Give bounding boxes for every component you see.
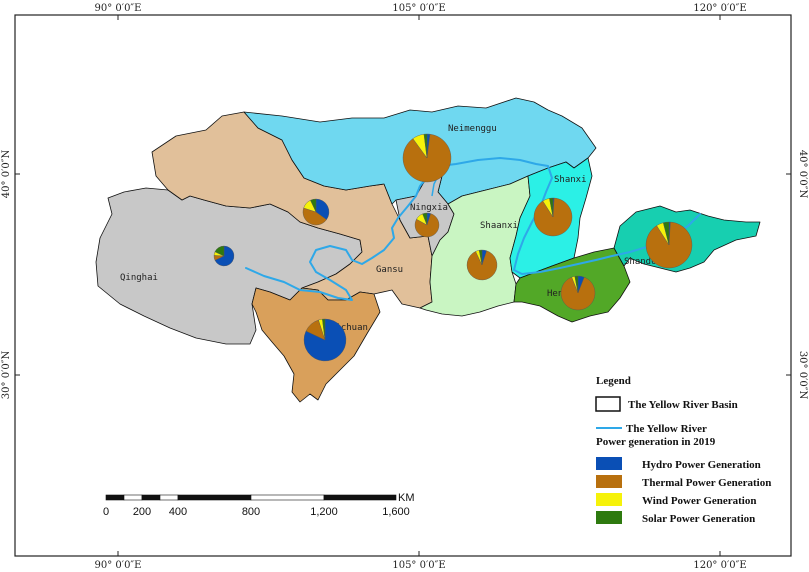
label-shaanxi: Shaanxi (480, 221, 518, 231)
scale-seg-6 (250, 494, 325, 501)
pie-slice-qinghai-hydro (214, 245, 235, 267)
scale-seg-3 (141, 494, 161, 501)
pie-slice-shandong-solar (663, 221, 670, 246)
scale-seg-7 (323, 494, 397, 501)
coord-right-30n: 30° 0′0″N (797, 351, 808, 400)
legend: Legend The Yellow River Basin The Yellow… (595, 375, 771, 525)
legend-basin-swatch (595, 396, 621, 412)
label-sichuan: Sichuan (330, 323, 368, 333)
pie-slice-gansu-thermal (302, 207, 327, 226)
pie-chart-group (213, 133, 693, 362)
pie-slice-sichuan-solar (322, 318, 326, 341)
label-ningxia: Ningxia (410, 203, 448, 213)
coord-bottom-105e: 105° 0′0″E (392, 560, 445, 571)
coord-top-90e: 90° 0′0″E (95, 3, 142, 14)
label-shandong: Shandong (624, 257, 667, 267)
coord-top-105e: 105° 0′0″E (392, 3, 445, 14)
legend-thermal-label: Thermal Power Generation (642, 477, 771, 489)
scale-seg-1 (105, 494, 125, 501)
scale-label-400: 400 (169, 506, 187, 518)
pie-slice-qinghai-solar (214, 245, 225, 257)
scale-label-1200: 1,200 (310, 506, 338, 518)
legend-power-title: Power generation in 2019 (596, 436, 716, 448)
scale-seg-2 (123, 494, 143, 501)
coord-bottom-90e: 90° 0′0″E (95, 560, 142, 571)
label-gansu: Gansu (376, 265, 403, 275)
pie-slice-henan-solar (574, 275, 579, 294)
coord-left-30n: 30° 0′0″N (1, 351, 12, 400)
legend-thermal-swatch (596, 475, 622, 488)
coord-right-40n: 40° 0′0″N (797, 150, 808, 199)
legend-wind-label: Wind Power Generation (642, 495, 756, 507)
legend-basin-label: The Yellow River Basin (628, 399, 738, 411)
scale-unit: KM (398, 492, 415, 504)
scale-bar: KM 0 200 400 800 1,200 1,600 (103, 492, 415, 518)
scale-seg-4 (159, 494, 179, 501)
pie-slice-ningxia-solar (422, 212, 428, 226)
coord-top-120e: 120° 0′0″E (693, 3, 746, 14)
legend-river-label: The Yellow River (626, 423, 707, 435)
coordinate-ticks (15, 15, 791, 556)
scale-label-200: 200 (133, 506, 151, 518)
pie-slice-neimenggu-thermal (402, 133, 452, 183)
map-frame (14, 14, 792, 557)
pie-slice-shanxi-solar (549, 197, 554, 218)
pie-slice-neimenggu-solar (423, 133, 428, 159)
legend-solar-label: Solar Power Generation (642, 513, 755, 525)
pie-slice-shaanxi-thermal (466, 250, 498, 281)
coord-bottom-120e: 120° 0′0″E (693, 560, 746, 571)
label-neimenggu: Neimenggu (448, 124, 497, 134)
legend-hydro-swatch (596, 457, 622, 470)
legend-wind-swatch (596, 493, 622, 506)
label-shanxi: Shanxi (554, 175, 587, 185)
scale-label-1600: 1,600 (382, 506, 410, 518)
pie-slice-gansu-solar (310, 198, 317, 213)
legend-hydro-label: Hydro Power Generation (642, 459, 761, 471)
label-henan: Henan (547, 289, 574, 299)
label-qinghai: Qinghai (120, 273, 158, 283)
legend-title: Legend (596, 375, 631, 387)
pie-slice-gansu-hydro (315, 198, 330, 220)
scale-label-0: 0 (103, 506, 109, 518)
scale-seg-5 (177, 494, 252, 501)
pie-slice-shaanxi-solar (478, 249, 483, 266)
pie-slice-ningxia-thermal (414, 213, 440, 238)
pie-slice-henan-thermal (560, 276, 596, 311)
legend-solar-swatch (596, 511, 622, 524)
scale-label-800: 800 (242, 506, 260, 518)
coord-left-40n: 40° 0′0″N (1, 150, 12, 199)
